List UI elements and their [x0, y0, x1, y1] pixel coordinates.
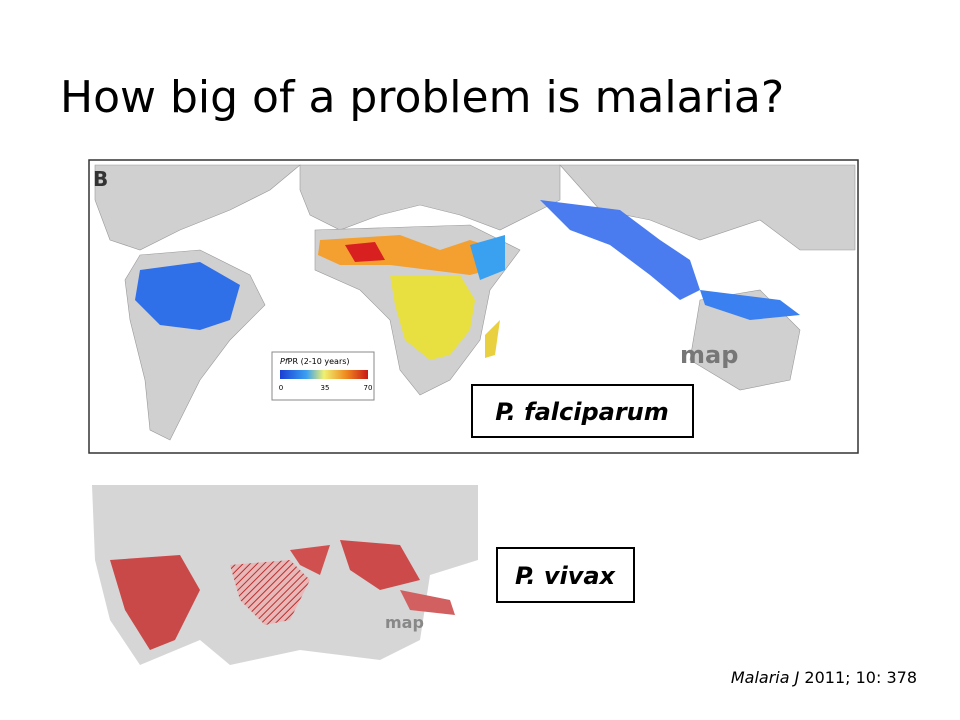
- panel-label: B: [93, 167, 108, 191]
- species-label: P. falciparum: [495, 398, 669, 426]
- map-logo: map: [385, 613, 424, 632]
- map-logo: map: [680, 341, 738, 369]
- slide-title: How big of a problem is malaria?: [60, 72, 784, 123]
- vivax-map: map P. vivax: [92, 485, 635, 665]
- species-label: P. vivax: [515, 562, 617, 590]
- citation: Malaria J 2011; 10: 378: [731, 668, 917, 687]
- legend-tick: 0: [279, 384, 283, 392]
- legend-tick: 70: [364, 384, 373, 392]
- legend-title: PfPR (2-10 years): [280, 357, 350, 366]
- falciparum-map: B PfPR (2-10 years) 0 35 70 map P. falci…: [88, 159, 859, 454]
- legend-tick: 35: [321, 384, 330, 392]
